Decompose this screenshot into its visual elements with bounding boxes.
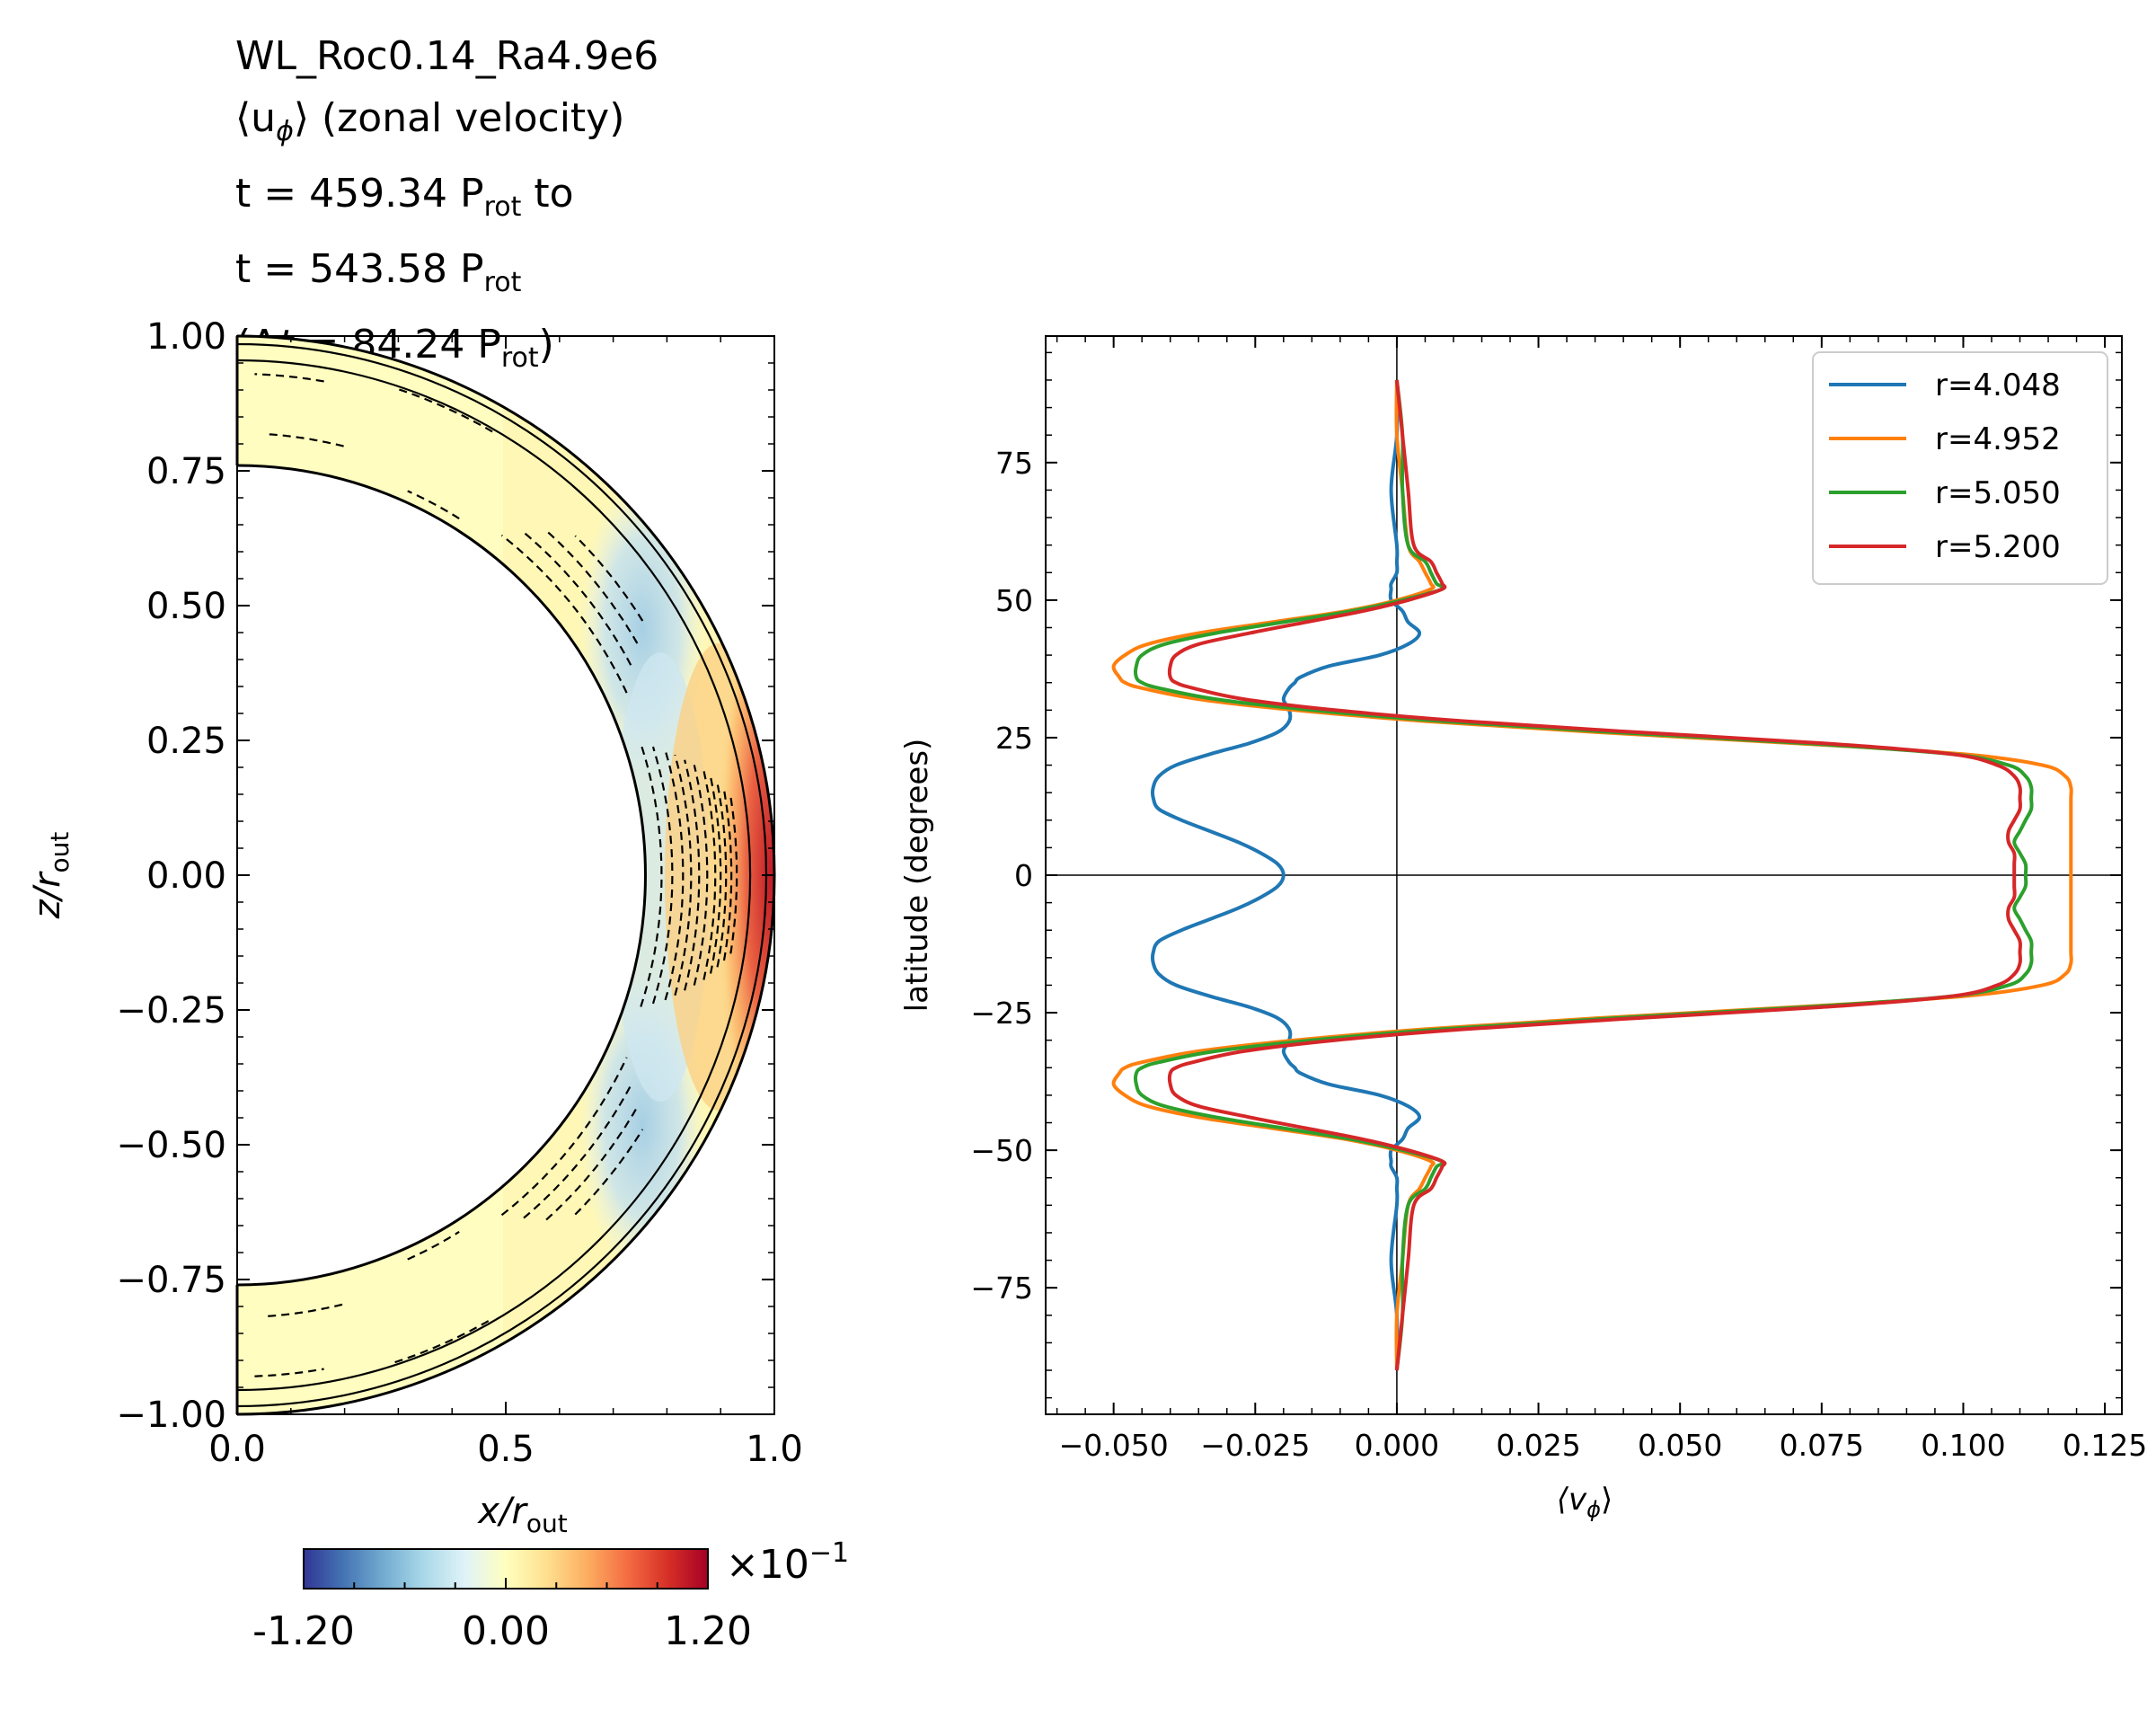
dashed-contour — [394, 1317, 493, 1364]
series-lines — [1111, 379, 2073, 1371]
dashed-contour — [574, 1129, 644, 1216]
dashed-contour — [722, 789, 733, 961]
dashed-contour — [500, 534, 628, 694]
title-run: WL_Roc0.14_Ra4.9e6 — [235, 33, 659, 79]
dashed-contour — [702, 770, 717, 980]
title-quantity: ⟨uϕ⟩ (zonal velocity) — [235, 95, 625, 147]
right-ylabel: latitude (degrees) — [899, 739, 935, 1013]
left-ylabel: z/rout — [27, 832, 75, 920]
legend-label: r=5.200 — [1935, 529, 2061, 565]
colorbar-ticks — [303, 1578, 709, 1589]
dashed-contour — [651, 746, 674, 1005]
dashed-contour — [407, 1230, 460, 1261]
dashed-contour — [640, 743, 663, 1007]
shell-fill — [237, 336, 774, 1414]
colorbar-min-label: -1.20 — [252, 1608, 355, 1654]
right-xlabel: ⟨vϕ⟩ — [1557, 1482, 1613, 1522]
x-tick-label: 0.0 — [208, 1429, 266, 1470]
x-tick-label: 0.025 — [1496, 1428, 1580, 1463]
y-tick-label: 75 — [995, 446, 1033, 481]
dashed-contour — [500, 1057, 628, 1217]
y-tick-label: 25 — [995, 721, 1033, 756]
y-tick-label: −25 — [970, 996, 1033, 1031]
colorbar-mid-label: 0.00 — [462, 1608, 550, 1654]
dashed-contour — [394, 386, 493, 433]
series-line-r=4.048 — [1150, 379, 1422, 1371]
y-tick-label: −0.25 — [116, 990, 226, 1032]
dashed-contour — [254, 373, 324, 383]
y-tick-label: 0.75 — [146, 451, 226, 492]
y-tick-label: 0.25 — [146, 721, 226, 762]
figure-title: WL_Roc0.14_Ra4.9e6 ⟨uϕ⟩ (zonal velocity)… — [235, 25, 658, 389]
dashed-contour — [523, 1085, 632, 1219]
right-axis-ticks: −0.050 −0.025 0.000 0.025 0.050 0.075 0.100 0.1… — [970, 336, 2147, 1463]
dashed-contour — [574, 535, 644, 622]
y-tick-label: 50 — [995, 583, 1033, 618]
dashed-contour — [545, 1106, 639, 1221]
x-tick-label: 0.050 — [1638, 1428, 1722, 1463]
profile-panel: −0.050 −0.025 0.000 0.025 0.050 0.075 0.100 0.1… — [899, 335, 2147, 1522]
dashed-contour — [674, 754, 693, 996]
dashed-contour — [684, 759, 701, 991]
x-tick-label: 1.0 — [746, 1429, 803, 1470]
series-line-r=5.200 — [1167, 379, 2022, 1371]
y-tick-label: −0.50 — [116, 1125, 226, 1166]
shell-contour — [236, 464, 647, 1287]
y-tick-label: 0 — [1014, 858, 1033, 893]
dashed-contour — [664, 749, 685, 1001]
dashed-contour — [254, 1368, 324, 1377]
legend: r=4.048 r=4.952 r=5.050 r=5.200 — [1812, 351, 2108, 585]
dashed-contour — [716, 783, 728, 968]
y-tick-label: 0.00 — [146, 855, 226, 897]
series-line-r=5.050 — [1134, 379, 2034, 1371]
meridional-panel: 1.00 0.75 0.50 0.25 0.00 −0.25 −0.50 −0.75 −1.00… — [27, 316, 803, 1538]
reference-lines — [1046, 336, 2122, 1414]
x-tick-label: −0.050 — [1059, 1428, 1169, 1463]
x-tick-label: 0.5 — [477, 1429, 535, 1470]
x-tick-label: 0.000 — [1355, 1428, 1439, 1463]
x-tick-label: 0.100 — [1921, 1428, 2005, 1463]
dashed-contour — [545, 529, 639, 644]
legend-label: r=4.048 — [1935, 368, 2061, 403]
legend-label: r=4.952 — [1935, 421, 2061, 457]
y-tick-label: −0.75 — [116, 1260, 226, 1301]
colorbar: -1.20 0.00 1.20 ×10−1 — [252, 1537, 849, 1654]
dashed-contour — [523, 531, 632, 666]
shell-contour — [236, 359, 752, 1392]
title-time-start: t = 459.34 Prot to — [235, 171, 574, 223]
legend-box — [1812, 351, 2108, 585]
y-tick-label: −75 — [970, 1271, 1033, 1306]
y-tick-label: −1.00 — [116, 1395, 226, 1436]
legend-label: r=5.050 — [1935, 475, 2061, 511]
dashed-contour — [693, 765, 709, 986]
dashed-contour — [407, 490, 460, 520]
colorbar-max-label: 1.20 — [664, 1608, 752, 1654]
x-tick-label: 0.125 — [2063, 1428, 2147, 1463]
dashed-contours — [254, 373, 738, 1377]
x-tick-label: −0.025 — [1200, 1428, 1310, 1463]
y-tick-label: 0.50 — [146, 586, 226, 627]
left-axis-ticks: 1.00 0.75 0.50 0.25 0.00 −0.25 −0.50 −0.75 −1.00… — [116, 316, 802, 1470]
series-line-r=4.952 — [1111, 379, 2073, 1371]
dashed-contour — [709, 776, 722, 974]
left-xlabel: x/rout — [476, 1491, 567, 1538]
colorbar-scale-label: ×10−1 — [726, 1537, 849, 1588]
y-tick-label: 1.00 — [146, 316, 226, 358]
y-tick-label: −50 — [970, 1133, 1033, 1168]
title-time-end: t = 543.58 Prot — [235, 246, 522, 298]
x-tick-label: 0.075 — [1780, 1428, 1864, 1463]
